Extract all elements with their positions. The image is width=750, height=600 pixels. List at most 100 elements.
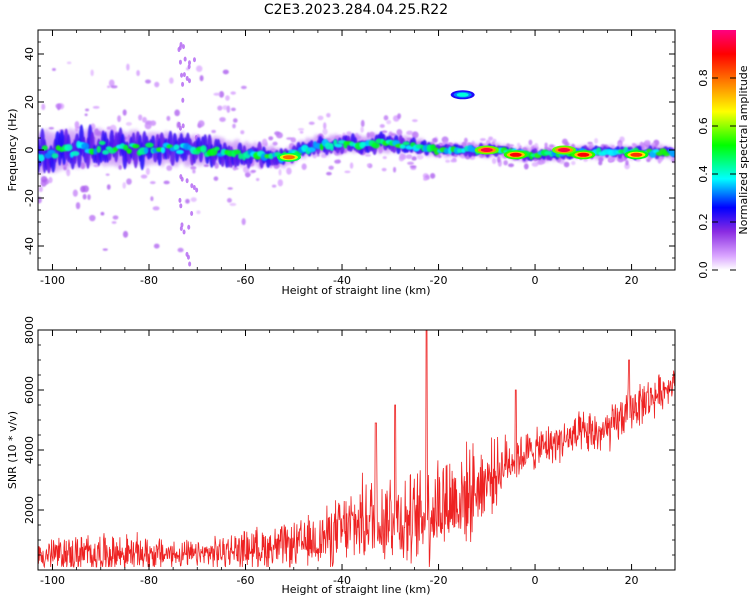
y-tick-label: -20 <box>23 189 36 207</box>
heatmap-hotspot <box>282 155 295 160</box>
heatmap-core <box>307 146 316 153</box>
heatmap-core <box>64 143 73 152</box>
heatmap-speck <box>226 198 232 203</box>
heatmap-speck <box>326 171 332 176</box>
heatmap-speck <box>211 129 216 134</box>
heatmap-speck <box>432 137 438 143</box>
snr-y-ticks: 2000 4000 6000 8000 <box>23 316 675 571</box>
heatmap-speck <box>232 123 236 129</box>
heatmap-speck <box>174 109 180 117</box>
heatmap-speck <box>38 186 43 193</box>
heatmap-speck <box>182 72 186 78</box>
x-tick-label: -20 <box>430 574 448 587</box>
heatmap-core <box>96 145 102 154</box>
page-title: C2E3.2023.284.04.25.R22 <box>264 2 448 18</box>
heatmap-speck <box>187 60 191 66</box>
heatmap-core <box>145 142 154 148</box>
heatmap-speck <box>125 121 132 126</box>
heatmap-speck <box>416 154 424 160</box>
heatmap-speck <box>180 222 184 228</box>
y-tick-label: 0 <box>23 147 36 154</box>
heatmap-speck <box>190 197 197 202</box>
heatmap-speck <box>276 132 283 139</box>
heatmap-speck <box>222 69 229 75</box>
heatmap-speck <box>528 139 533 146</box>
heatmap-speck <box>178 197 182 203</box>
heatmap-speck <box>183 56 187 62</box>
heatmap-speck <box>233 118 238 123</box>
heatmap-speck <box>255 178 260 182</box>
heatmap-speck <box>181 123 185 129</box>
heatmap-speck <box>152 206 160 211</box>
heatmap-speck <box>240 85 247 90</box>
heatmap-speck <box>213 176 219 181</box>
heatmap-speck <box>185 198 190 204</box>
heatmap-speck <box>411 156 417 161</box>
heatmap-speck <box>66 61 72 65</box>
heatmap-speck <box>153 243 160 249</box>
heatmap-speck <box>245 172 251 177</box>
heatmap-speck <box>366 163 370 167</box>
heatmap-speck <box>365 154 371 157</box>
heatmap-speck <box>393 166 397 173</box>
heatmap-speck <box>241 218 246 226</box>
heatmap-speck <box>105 173 110 176</box>
heatmap-x-label: Height of straight line (km) <box>281 284 430 297</box>
heatmap-speck <box>344 170 351 174</box>
heatmap-speck <box>217 105 223 111</box>
heatmap-speck <box>250 169 257 173</box>
heatmap-speck <box>192 57 196 63</box>
heatmap-speck <box>503 160 508 166</box>
heatmap-speck <box>150 196 154 202</box>
heatmap-core <box>402 141 410 146</box>
heatmap-core <box>669 149 675 157</box>
heatmap-speck <box>323 122 327 130</box>
colorbar-tick-label: 0.4 <box>697 165 710 183</box>
heatmap-speck <box>185 178 189 184</box>
heatmap-hotspot <box>577 152 590 157</box>
snr-x-label: Height of straight line (km) <box>281 583 430 596</box>
heatmap-speck <box>138 114 143 121</box>
heatmap-speck <box>82 185 89 193</box>
x-tick-label: -100 <box>40 574 65 587</box>
heatmap-speck <box>544 146 548 150</box>
heatmap-speck <box>179 174 183 180</box>
heatmap-marks <box>38 41 675 267</box>
heatmap-speck <box>409 165 417 169</box>
heatmap-speck <box>106 85 111 89</box>
heatmap-speck <box>122 182 127 189</box>
heatmap-speck <box>136 70 140 77</box>
heatmap-speck <box>491 157 497 164</box>
y-tick-label: -40 <box>23 237 36 255</box>
heatmap-speck <box>278 169 282 176</box>
heatmap-speck <box>488 136 494 141</box>
heatmap-speck <box>102 248 108 251</box>
heatmap-speck <box>317 115 324 121</box>
heatmap-speck <box>594 137 599 144</box>
heatmap-core <box>93 148 98 155</box>
heatmap-speck <box>286 167 292 175</box>
heatmap-speck <box>55 103 62 109</box>
heatmap-speck <box>179 203 183 209</box>
heatmap-speck <box>108 79 115 87</box>
heatmap-speck <box>644 140 651 146</box>
heatmap-speck <box>178 59 182 65</box>
heatmap-speck <box>100 211 105 216</box>
heatmap-speck <box>463 137 468 144</box>
colorbar-gradient <box>712 30 736 270</box>
heatmap-speck <box>75 202 81 210</box>
heatmap-speck <box>523 163 529 170</box>
heatmap-speck <box>87 194 91 201</box>
heatmap-speck <box>112 215 119 220</box>
heatmap-speck <box>213 92 221 96</box>
heatmap-speck <box>240 130 245 135</box>
heatmap-speck <box>196 210 201 215</box>
heatmap-speck <box>360 126 364 133</box>
heatmap-speck <box>41 103 46 111</box>
heatmap-speck <box>163 180 170 185</box>
heatmap-speck <box>360 119 365 128</box>
heatmap-speck <box>90 69 94 77</box>
heatmap-speck <box>92 106 100 109</box>
heatmap-speck <box>48 127 55 130</box>
heatmap-speck <box>218 90 225 98</box>
